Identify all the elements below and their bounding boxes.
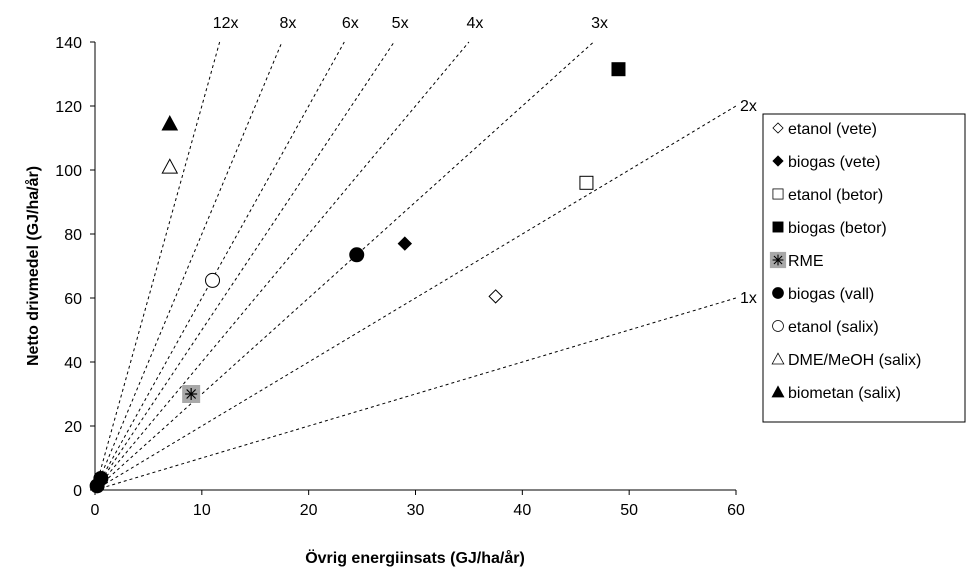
reference-line-6x [94,41,345,491]
x-tick-label: 60 [727,502,745,519]
data-point [488,289,503,304]
data-point [611,62,626,77]
legend-marker [772,221,784,233]
legend-marker [769,251,787,269]
data-point [205,272,221,288]
legend-label: biometan (salix) [788,385,901,402]
reference-line-label: 6x [342,15,359,32]
reference-line-8x [94,41,283,491]
legend-marker [772,122,784,134]
reference-line-label: 12x [213,15,239,32]
y-tick-label: 100 [55,163,82,180]
legend-marker [772,155,784,167]
data-point [349,247,365,263]
reference-line-label: 1x [740,290,757,307]
x-tick-label: 20 [300,502,318,519]
data-point [579,175,594,190]
reference-line-12x [94,41,221,491]
legend-marker [772,320,784,332]
legend-label: etanol (vete) [788,121,877,138]
axes [94,42,736,491]
reference-line-3x [94,41,594,491]
legend-label: etanol (betor) [788,187,883,204]
data-point [182,385,201,403]
y-tick-label: 20 [64,419,82,436]
x-tick-label: 50 [620,502,638,519]
reference-line-label: 3x [591,15,608,32]
data-point [161,158,179,174]
reference-lines: 1x 2x 3x 4x 5x 6x 8x 12x [94,15,757,491]
ticks: 0 20 40 60 80 100 120 140 0 10 20 30 40 50 60 [55,35,745,519]
x-tick-label: 40 [513,502,531,519]
legend-marker [771,352,785,365]
data-point-origin [89,478,105,494]
x-tick-label: 30 [407,502,425,519]
legend-label: etanol (salix) [788,319,879,336]
x-tick-label: 0 [91,502,100,519]
legend: etanol (vete) biogas (vete) etanol (betor)… [762,113,966,423]
reference-line-label: 4x [466,15,483,32]
reference-line-4x [94,41,470,491]
reference-line-label: 2x [740,98,757,115]
reference-line-2x [94,105,737,491]
legend-label: DME/MeOH (salix) [788,352,921,369]
y-tick-label: 40 [64,355,82,372]
legend-marker [772,188,784,200]
legend-marker [772,287,784,299]
y-tick-label: 120 [55,99,82,116]
y-tick-label: 140 [55,35,82,52]
legend-box [762,113,966,423]
legend-marker [771,385,785,398]
legend-label: biogas (vall) [788,286,874,303]
y-tick-label: 60 [64,291,82,308]
x-tick-label: 10 [193,502,211,519]
y-tick-label: 80 [64,227,82,244]
reference-line-label: 8x [280,15,297,32]
data-point [397,236,413,251]
legend-label: biogas (betor) [788,220,887,237]
legend-label: RME [788,253,824,270]
x-axis-title: Övrig energiinsats (GJ/ha/år) [305,548,525,567]
data-point [161,115,179,131]
reference-line-label: 5x [392,15,409,32]
y-tick-label: 0 [73,483,82,500]
reference-line-5x [94,41,395,491]
legend-label: biogas (vete) [788,154,881,171]
y-axis-title: Netto drivmedel (GJ/ha/år) [24,166,42,366]
data-points [89,62,626,494]
